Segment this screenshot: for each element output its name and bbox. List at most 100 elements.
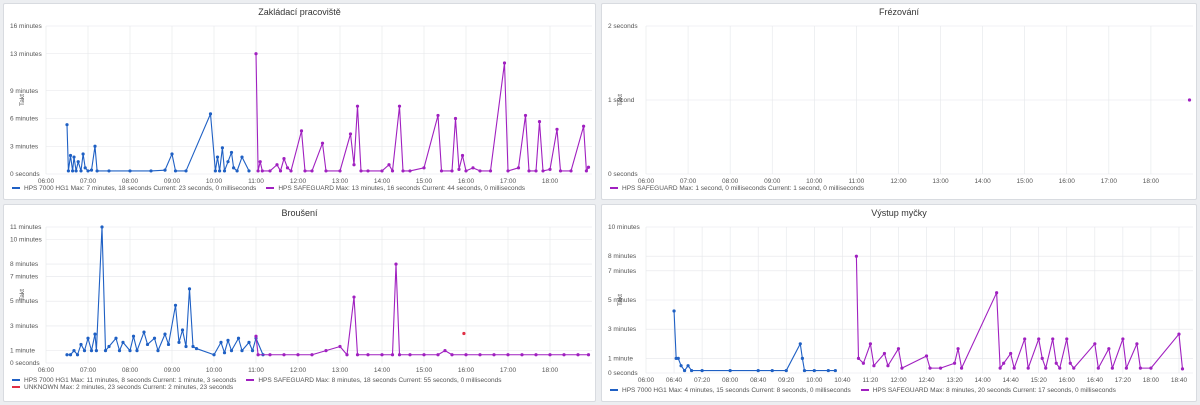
data-point[interactable] [397, 104, 402, 108]
data-point[interactable] [464, 169, 468, 173]
data-point[interactable] [1058, 366, 1062, 370]
data-point[interactable] [541, 169, 545, 173]
data-point[interactable] [218, 169, 222, 173]
data-point[interactable] [401, 169, 405, 173]
data-point[interactable] [548, 167, 552, 171]
data-point[interactable] [299, 129, 304, 133]
data-point[interactable] [798, 342, 802, 346]
data-point[interactable] [348, 132, 353, 136]
data-point[interactable] [422, 166, 426, 170]
data-point[interactable] [254, 52, 258, 56]
data-point[interactable] [1068, 361, 1072, 365]
data-point[interactable] [220, 146, 224, 150]
data-point[interactable] [882, 351, 887, 356]
data-point[interactable] [222, 351, 227, 355]
data-point[interactable] [952, 361, 957, 365]
data-point[interactable] [488, 169, 493, 173]
data-point[interactable] [212, 353, 216, 357]
data-point[interactable] [679, 364, 683, 368]
data-point[interactable] [1040, 356, 1044, 360]
data-point[interactable] [289, 169, 293, 173]
data-point[interactable] [1044, 366, 1048, 370]
data-point[interactable] [558, 169, 563, 173]
data-point[interactable] [1124, 366, 1128, 370]
data-point[interactable] [462, 331, 466, 336]
data-point[interactable] [886, 364, 890, 368]
data-point[interactable] [282, 353, 286, 357]
data-point[interactable] [191, 344, 195, 349]
data-point[interactable] [72, 349, 76, 353]
data-point[interactable] [478, 169, 482, 173]
data-point[interactable] [208, 112, 213, 116]
legend-item[interactable]: HPS 7000 HG1 Max: 4 minutes, 15 seconds … [610, 387, 851, 394]
data-point[interactable] [268, 169, 272, 173]
data-point[interactable] [689, 368, 694, 373]
data-point[interactable] [65, 123, 69, 127]
data-point[interactable] [226, 160, 230, 164]
data-point[interactable] [586, 165, 591, 169]
data-point[interactable] [833, 368, 837, 373]
data-point[interactable] [128, 169, 132, 173]
legend-item[interactable]: HPS SAFEGUARD Max: 13 minutes, 16 second… [266, 185, 525, 192]
data-point[interactable] [1149, 366, 1153, 370]
data-point[interactable] [86, 336, 90, 340]
data-point[interactable] [366, 169, 370, 173]
data-point[interactable] [471, 166, 475, 170]
data-point[interactable] [856, 356, 861, 360]
data-point[interactable] [149, 169, 153, 173]
data-point[interactable] [576, 353, 580, 357]
data-point[interactable] [247, 340, 251, 344]
data-point[interactable] [366, 353, 370, 357]
data-point[interactable] [1180, 367, 1185, 371]
data-point[interactable] [584, 169, 589, 173]
data-point[interactable] [534, 353, 538, 357]
data-point[interactable] [861, 361, 865, 365]
data-point[interactable] [66, 169, 70, 173]
data-point[interactable] [527, 169, 531, 173]
data-point[interactable] [79, 169, 83, 173]
data-point[interactable] [103, 349, 108, 353]
data-point[interactable] [516, 166, 521, 170]
data-point[interactable] [938, 366, 943, 370]
data-point[interactable] [1135, 342, 1139, 346]
data-point[interactable] [520, 353, 524, 357]
data-point[interactable] [586, 353, 591, 357]
data-point[interactable] [180, 328, 185, 332]
data-point[interactable] [1072, 366, 1076, 370]
data-point[interactable] [240, 349, 244, 353]
data-point[interactable] [506, 169, 510, 173]
data-point[interactable] [173, 169, 178, 173]
data-point[interactable] [79, 342, 83, 347]
legend-item[interactable]: HPS SAFEGUARD Max: 8 minutes, 20 seconds… [860, 387, 1116, 394]
data-point[interactable] [71, 169, 75, 173]
data-point[interactable] [235, 169, 239, 173]
data-point[interactable] [107, 344, 111, 349]
data-point[interactable] [478, 353, 482, 357]
data-point[interactable] [94, 349, 98, 353]
legend-item[interactable]: HPS SAFEGUARD Max: 1 second, 0 milliseco… [610, 185, 864, 192]
data-point[interactable] [1107, 347, 1111, 351]
data-point[interactable] [1121, 337, 1125, 341]
data-point[interactable] [163, 168, 167, 172]
data-point[interactable] [93, 332, 97, 336]
data-point[interactable] [998, 366, 1002, 370]
data-point[interactable] [184, 169, 188, 173]
data-point[interactable] [310, 353, 314, 357]
data-point[interactable] [1026, 366, 1030, 370]
data-point[interactable] [872, 364, 876, 368]
data-point[interactable] [1023, 337, 1027, 341]
data-point[interactable] [128, 349, 132, 353]
data-point[interactable] [672, 309, 676, 313]
data-point[interactable] [76, 160, 80, 164]
data-point[interactable] [436, 113, 440, 118]
data-point[interactable] [854, 254, 858, 258]
data-point[interactable] [89, 168, 94, 172]
data-point[interactable] [523, 113, 528, 118]
data-point[interactable] [928, 366, 932, 370]
data-point[interactable] [232, 166, 236, 170]
data-point[interactable] [177, 340, 181, 344]
data-point[interactable] [676, 356, 680, 360]
data-point[interactable] [268, 353, 272, 357]
data-point[interactable] [282, 156, 286, 161]
data-point[interactable] [107, 169, 111, 173]
